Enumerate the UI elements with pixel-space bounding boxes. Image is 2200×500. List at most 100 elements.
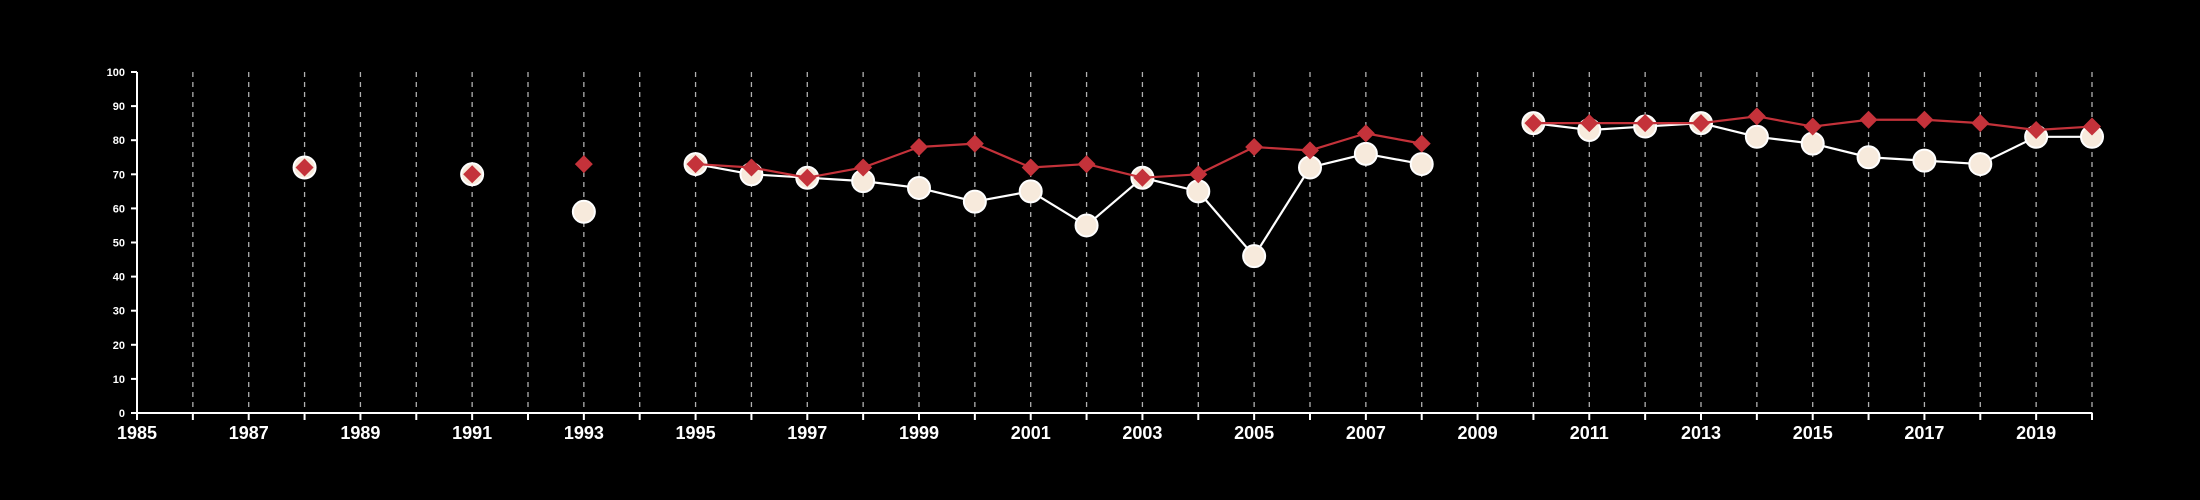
y-tick-label: 30 xyxy=(113,306,125,318)
series-2-segment xyxy=(974,142,1032,169)
data-point-diamond xyxy=(1077,155,1096,174)
data-point-diamond xyxy=(2083,117,2101,136)
data-point-circle xyxy=(1186,179,1211,204)
data-point-diamond xyxy=(686,155,705,174)
data-point-diamond xyxy=(1971,114,1990,133)
data-point-circle xyxy=(1074,213,1099,238)
data-point-circle xyxy=(1968,152,1993,177)
data-point-circle xyxy=(1409,152,1434,177)
data-point-circle xyxy=(962,189,987,214)
data-point-circle xyxy=(1242,244,1267,269)
data-point-diamond xyxy=(1692,114,1710,133)
data-point-diamond xyxy=(463,165,482,184)
data-point-diamond xyxy=(1747,107,1766,126)
y-tick-label: 90 xyxy=(113,101,125,113)
data-point-circle xyxy=(1353,141,1378,166)
x-tick-label: 2011 xyxy=(1570,423,1609,443)
series-2-segment xyxy=(1197,146,1255,176)
series-1-segment xyxy=(1085,176,1144,227)
x-tick-label: 2015 xyxy=(1793,423,1833,443)
data-point-diamond xyxy=(2027,120,2046,139)
data-point-diamond xyxy=(1301,141,1319,160)
x-tick-label: 2007 xyxy=(1346,423,1386,443)
series-group xyxy=(292,107,2104,269)
data-point-diamond xyxy=(295,158,314,177)
x-tick-label: 2003 xyxy=(1122,423,1162,443)
series-2-segment xyxy=(1365,132,1422,145)
series-2-segment xyxy=(1254,145,1311,152)
x-tick-label: 2009 xyxy=(1458,423,1498,443)
series-2-segment xyxy=(751,166,808,179)
data-point-diamond xyxy=(1245,138,1264,157)
series-2-segment xyxy=(1980,122,2037,132)
x-tick-label: 1985 xyxy=(117,423,157,443)
y-tick-label: 0 xyxy=(119,408,125,420)
x-tick-label: 1999 xyxy=(899,423,939,443)
data-point-diamond xyxy=(1021,158,1040,177)
x-tick-label: 1991 xyxy=(452,423,492,443)
data-point-diamond xyxy=(965,134,984,153)
x-tick-label: 2017 xyxy=(1904,423,1944,443)
data-point-diamond xyxy=(1915,110,1934,129)
series-2-segment xyxy=(1142,173,1199,179)
data-point-circle xyxy=(1744,124,1769,149)
data-point-diamond xyxy=(1189,165,1208,184)
data-point-circle xyxy=(1298,155,1322,180)
series-2-segment xyxy=(1924,118,1981,125)
series-2-segment xyxy=(2036,125,2093,132)
x-tick-label: 1995 xyxy=(676,423,716,443)
data-point-circle xyxy=(1912,148,1937,173)
x-tick-label: 2013 xyxy=(1681,423,1721,443)
x-tick-label: 2001 xyxy=(1011,423,1051,443)
series-2-segment xyxy=(807,166,864,179)
data-point-circle xyxy=(1856,145,1881,170)
series-2-segment xyxy=(918,142,975,149)
series-2-segment xyxy=(1756,115,1813,128)
axes: 0 10 20 30 40 50 60 70 80 90 100 1985 1987 1989 1991 19… xyxy=(107,67,2093,443)
grid xyxy=(192,72,2093,413)
data-point-diamond xyxy=(1524,114,1543,133)
y-tick-label: 70 xyxy=(113,169,125,181)
data-point-diamond xyxy=(1133,168,1152,187)
series-2 xyxy=(295,107,2101,187)
data-point-circle xyxy=(571,199,596,224)
y-tick-label: 10 xyxy=(113,374,125,386)
y-tick-label: 20 xyxy=(113,340,125,352)
y-tick-label: 80 xyxy=(113,135,125,147)
data-point-diamond xyxy=(1636,114,1655,133)
data-point-diamond xyxy=(1580,114,1599,133)
series-2-segment xyxy=(695,162,752,169)
data-point-diamond xyxy=(1803,117,1822,136)
data-point-diamond xyxy=(1356,124,1375,143)
series-2-segment xyxy=(1309,132,1367,152)
series-2-segment xyxy=(1086,163,1143,179)
x-tick-label: 1993 xyxy=(564,423,604,443)
series-2-segment xyxy=(1812,118,1869,128)
series-1-segment xyxy=(1197,190,1255,257)
y-tick-label: 100 xyxy=(107,67,125,79)
data-point-diamond xyxy=(854,158,873,177)
data-point-circle xyxy=(1018,179,1043,204)
series-1-segment xyxy=(1253,166,1311,257)
data-point-diamond xyxy=(910,138,928,157)
y-tick-label: 40 xyxy=(113,272,125,284)
y-tick-label: 50 xyxy=(113,238,125,250)
series-2-segment xyxy=(1700,115,1757,125)
data-point-circle xyxy=(907,175,931,200)
series-2-segment xyxy=(1030,162,1087,169)
x-tick-label: 1997 xyxy=(787,423,827,443)
data-point-diamond xyxy=(798,168,817,187)
data-point-diamond xyxy=(574,155,593,174)
data-point-diamond xyxy=(1412,134,1431,153)
x-tick-label: 2019 xyxy=(2016,423,2056,443)
x-tick-label: 1989 xyxy=(340,423,380,443)
data-point-diamond xyxy=(742,158,761,177)
data-point-circle xyxy=(1800,131,1825,156)
y-tick-label: 60 xyxy=(113,203,125,215)
x-tick-label: 1987 xyxy=(229,423,269,443)
series-2-segment xyxy=(862,145,920,169)
x-tick-label: 2005 xyxy=(1234,423,1274,443)
data-point-diamond xyxy=(1859,110,1878,129)
